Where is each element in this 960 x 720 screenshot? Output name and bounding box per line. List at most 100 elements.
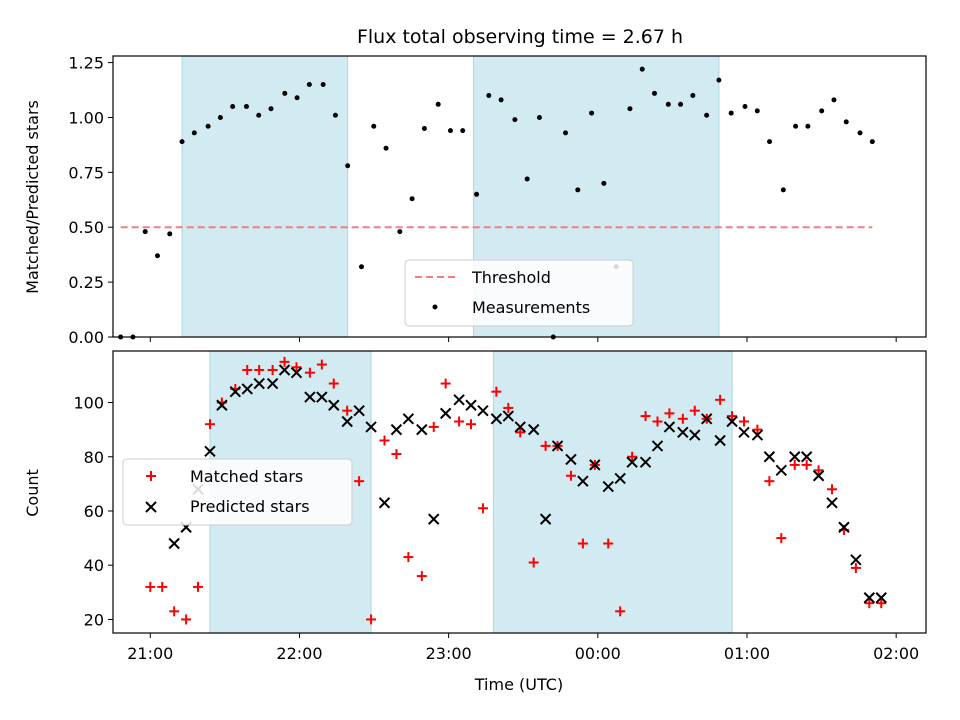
predicted-star-point	[751, 429, 764, 441]
measurement-point	[167, 231, 173, 237]
matched-star-point	[193, 581, 204, 592]
predicted-star-point	[490, 413, 503, 425]
x-axis-label: Time (UTC)	[474, 675, 563, 694]
predicted-star-point	[390, 423, 403, 436]
predicted-star-point	[229, 385, 242, 398]
measurement-point	[563, 130, 569, 136]
predicted-star-point	[789, 451, 801, 463]
matched-star-point	[515, 427, 526, 438]
measurement-point	[282, 90, 288, 96]
matched-star-point	[466, 419, 477, 430]
predicted-star-point	[614, 472, 626, 485]
count-legend-box	[122, 458, 353, 526]
measurement-point	[217, 114, 223, 120]
ratio-y-tick-label: 1.00	[68, 108, 104, 127]
x-tick-label: 02:00	[873, 644, 919, 663]
matched-star-point	[254, 364, 265, 375]
matched-star-point	[677, 413, 688, 424]
measurement-point	[306, 82, 312, 88]
legend-matched-label: Matched stars	[190, 467, 303, 486]
predicted-star-point	[253, 377, 265, 390]
predicted-star-point	[738, 426, 750, 439]
predicted-star-point	[341, 415, 353, 428]
predicted-star-point	[328, 399, 340, 411]
measurement-point	[191, 130, 197, 136]
measurement-point	[154, 253, 160, 259]
legend-measurements-swatch	[432, 304, 438, 310]
matched-star-point	[342, 405, 353, 416]
count-panel-frame	[112, 350, 927, 634]
predicted-star-point	[677, 426, 689, 439]
predicted-star-point	[514, 421, 526, 433]
predicted-star-point	[639, 456, 652, 468]
legend-predicted-label: Predicted stars	[190, 497, 310, 516]
predicted-star-point	[428, 513, 440, 525]
measurement-point	[639, 66, 645, 72]
matched-star-point	[652, 416, 663, 427]
measurement-point	[678, 101, 684, 107]
predicted-star-point	[850, 554, 862, 566]
ratio-y-tick-label: 1.25	[68, 54, 104, 73]
predicted-star-point	[565, 453, 577, 466]
matched-star-point	[864, 598, 875, 609]
measurement-point	[728, 110, 734, 116]
measurement-point	[460, 128, 466, 134]
ratio-y-tick-label: 0.75	[68, 163, 104, 182]
matched-star-point	[827, 484, 838, 495]
measurement-point	[651, 90, 657, 96]
predicted-star-point	[714, 434, 726, 447]
matched-star-point	[528, 557, 539, 568]
measurement-point	[754, 108, 760, 114]
x-tick-label: 23:00	[426, 644, 472, 663]
predicted-star-point	[168, 537, 180, 550]
matched-star-point	[491, 386, 502, 397]
predicted-star-point	[875, 592, 887, 604]
predicted-star-point	[266, 377, 279, 390]
predicted-star-point	[527, 423, 540, 436]
x-tick-label: 01:00	[724, 644, 770, 663]
predicted-star-point	[701, 413, 713, 425]
matched-star-point	[157, 581, 168, 592]
matched-star-point	[876, 598, 887, 609]
ratio-legend: Threshold Measurements	[404, 259, 634, 327]
predicted-star-point	[216, 399, 228, 411]
measurement-point	[819, 108, 825, 114]
predicted-star-point	[863, 592, 876, 604]
measurement-point	[869, 139, 875, 145]
predicted-star-point	[689, 429, 701, 441]
measurement-point	[831, 97, 837, 103]
measurement-point	[409, 196, 415, 202]
matched-star-point	[291, 362, 302, 373]
measurement-point	[205, 123, 211, 129]
count-y-tick-label: 80	[84, 448, 104, 467]
predicted-star-point	[402, 413, 415, 425]
ratio-y-tick-label: 0.25	[68, 273, 104, 292]
predicted-star-point	[453, 394, 465, 406]
measurement-point	[524, 176, 530, 182]
matched-star-point	[640, 411, 651, 422]
matched-star-point	[627, 451, 638, 462]
matched-star-point	[391, 449, 402, 460]
count-legend: Matched stars Predicted stars	[122, 458, 353, 526]
matched-star-point	[304, 367, 315, 378]
matched-star-point	[813, 465, 824, 476]
predicted-star-point	[316, 391, 328, 403]
x-tick-label: 00:00	[575, 644, 621, 663]
matched-star-point	[181, 614, 192, 625]
predicted-star-point	[290, 366, 303, 379]
matched-star-point	[764, 476, 775, 487]
measurement-point	[345, 163, 351, 169]
predicted-star-point	[651, 440, 664, 452]
predicted-star-point	[477, 404, 489, 417]
measurement-point	[665, 101, 671, 107]
chart-title: Flux total observing time = 2.67 h	[357, 26, 683, 48]
predicted-star-point	[812, 470, 825, 482]
legend-measurements-label: Measurements	[472, 298, 590, 317]
predicted-star-point	[304, 391, 316, 403]
predicted-star-point	[800, 451, 813, 463]
predicted-star-point	[539, 513, 552, 525]
matched-star-point	[454, 416, 465, 427]
matched-star-point	[316, 359, 327, 370]
predicted-star-point	[577, 475, 589, 487]
